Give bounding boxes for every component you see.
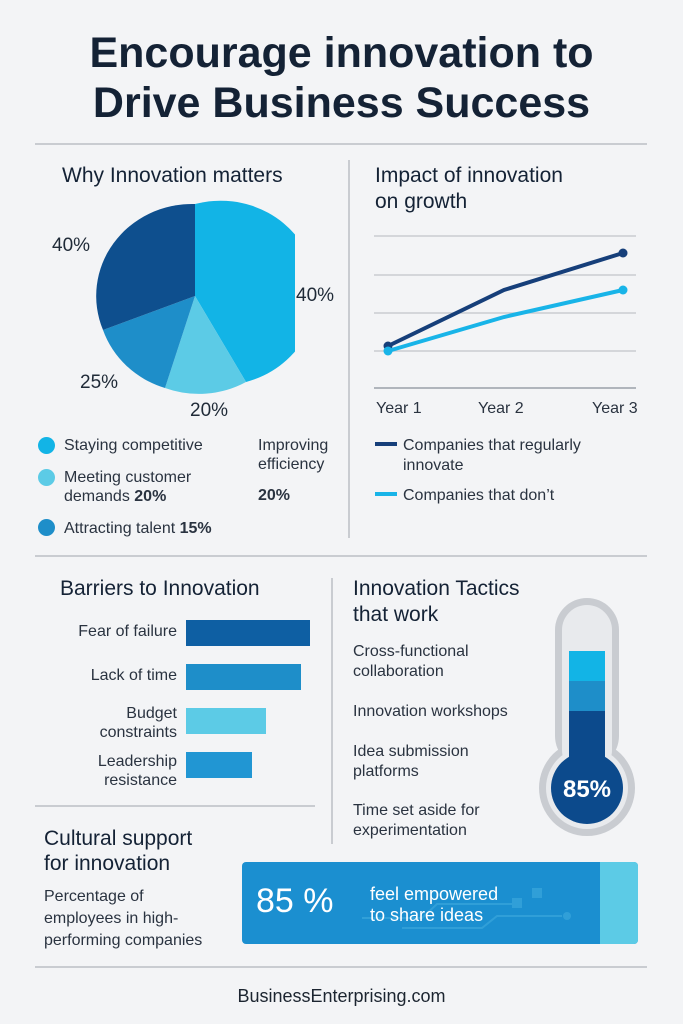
tactic-4-line1: Time set aside for [353,802,480,819]
tactic-1-line1: Cross-functional [353,643,469,660]
legend-innovate-line1: Companies that regularly [403,437,581,454]
legend-innovate-line2: innovate [403,457,464,474]
legend-meeting-line2: demands 20% [64,488,167,505]
page-title-line2: Drive Business Success [92,79,591,127]
x-label-year3: Year 3 [592,400,638,417]
barrier-bar-fear [186,620,310,646]
side-label-line2: efficiency [258,456,325,473]
culture-heading-line2: for innovation [44,852,171,875]
why-heading: Why Innovation matters [62,164,283,187]
culture-desc-line2: employees in high- [44,910,179,927]
barrier-label-time: Lack of time [90,667,177,684]
barrier-label-budget-2: constraints [99,724,177,741]
legend-attracting-talent: Attracting talent 15% [64,520,212,537]
point-innovate-3 [618,248,628,258]
divider-bottom [35,966,647,968]
point-dont-3 [618,285,628,295]
banner-value: 85 % [256,882,334,920]
barrier-label-fear: Fear of failure [78,623,177,640]
tactic-3-line2: platforms [353,763,419,780]
legend-meeting-line1: Meeting customer [64,469,192,486]
legend-dont: Companies that don’t [403,487,555,504]
impact-heading-line2: on growth [375,190,468,213]
banner-accent [600,862,638,944]
page-title-line1: Encourage innovation to [89,29,594,77]
barrier-label-leadership-1: Leadership [97,753,177,770]
culture-desc-line1: Percentage of [44,888,144,905]
pie-label-40b: 40% [296,285,335,306]
pie-slice-staying-competitive [195,200,295,382]
barrier-bar-budget [186,708,266,734]
legend-dot-icon-meeting [38,469,55,486]
tactics-heading-line2: that work [353,603,439,626]
pie-slice-improving-efficiency [96,203,195,330]
divider-vertical-bottom [331,578,333,844]
barrier-bar-leadership [186,752,252,778]
tactic-3-line1: Idea submission [353,743,469,760]
impact-heading-line1: Impact of innovation [375,164,563,187]
legend-talent-value: 15% [179,520,212,537]
culture-desc-line3: performing companies [44,932,203,949]
tactic-2: Innovation workshops [353,703,508,720]
tactics-heading-line1: Innovation Tactics [353,577,520,600]
divider-middle [35,555,647,557]
culture-banner: 85 % feel empowered to share ideas [242,862,638,944]
side-label-value: 20% [258,487,291,504]
point-dont-1 [383,346,393,356]
why-pie-chart [96,200,295,394]
banner-text-line1: feel empowered [370,884,499,904]
pie-label-20: 20% [190,400,229,421]
barrier-bar-time [186,664,301,690]
legend-meeting-value: 20% [134,488,167,505]
thermometer-value: 85% [562,776,612,803]
barrier-label-leadership-2: resistance [104,772,177,789]
divider-vertical-top [348,160,350,538]
series-line-innovate [387,251,624,348]
barrier-label-budget-1: Budget [126,705,177,722]
pie-slice-meeting-demands [165,296,246,394]
divider-barriers [35,805,315,807]
pie-label-40a: 40% [52,235,91,256]
side-label-line1: Improving [258,437,329,454]
legend-line-icon-innovate [375,442,397,446]
tactic-1-line2: collaboration [353,663,444,680]
culture-heading-line1: Cultural support [44,827,193,850]
barriers-heading: Barriers to Innovation [60,577,260,600]
x-label-year1: Year 1 [376,400,422,417]
legend-line-icon-dont [375,492,397,496]
tactic-4-line2: experimentation [353,822,467,839]
legend-dot-icon-staying [38,437,55,454]
footer-site: BusinessEnterprising.com [237,986,446,1006]
x-label-year2: Year 2 [478,400,524,417]
banner-text-line2: to share ideas [370,905,484,925]
circuit-pattern-icon [362,888,571,929]
legend-staying-competitive: Staying competitive [64,437,203,454]
thermometer-icon [539,598,635,836]
divider-top [35,143,647,145]
pie-slice-attracting-talent [103,296,195,388]
series-line-dont [387,288,624,353]
pie-label-25: 25% [80,372,119,393]
impact-line-chart [374,235,636,389]
legend-dot-icon-talent [38,519,55,536]
